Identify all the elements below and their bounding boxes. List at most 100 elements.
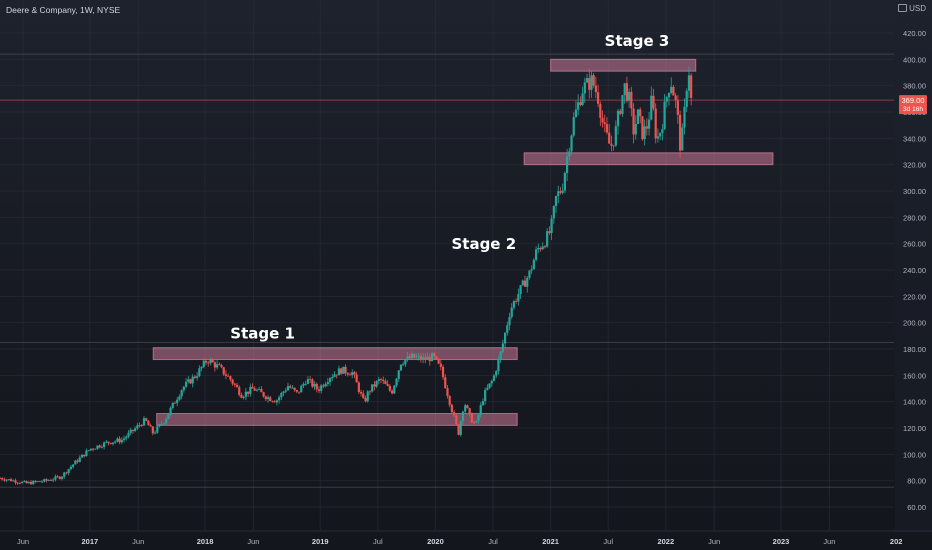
candle-up (111, 442, 115, 446)
candle-down (428, 353, 431, 366)
candle-down (603, 114, 606, 133)
candle-body (322, 385, 325, 387)
candle-body (309, 379, 312, 381)
candle-body (661, 129, 664, 134)
candle-up (503, 331, 507, 348)
y-tick-label: 200.00 (903, 319, 926, 328)
candle-body (424, 357, 427, 360)
candle-down (592, 72, 595, 88)
candle-up (461, 410, 465, 425)
candle-body (72, 464, 75, 467)
candle-up (681, 123, 684, 151)
candle-up (122, 435, 126, 443)
currency-label[interactable]: USD (898, 4, 926, 13)
candle-up (178, 394, 181, 401)
candle-up (52, 478, 55, 483)
candle-up (683, 98, 686, 135)
symbol-title[interactable]: Deere & Company, 1W, NYSE (6, 5, 121, 15)
y-tick-label: 140.00 (903, 398, 926, 407)
candle-body (284, 390, 287, 392)
candle-up (508, 312, 511, 331)
candle-body (359, 392, 363, 394)
candle-body (579, 102, 582, 105)
price-axis[interactable]: 420.00400.00380.00360.00340.00320.00300.… (895, 0, 932, 532)
candle-down (315, 382, 318, 393)
candle-up (333, 371, 336, 378)
candle-body (497, 359, 500, 372)
candle-up (156, 424, 159, 434)
candle-body (667, 92, 671, 98)
candle-body (273, 401, 276, 403)
candle-body (306, 379, 310, 384)
candle-body (29, 482, 33, 485)
candle-up (337, 365, 341, 376)
candle-body (58, 476, 61, 479)
candle-body (67, 469, 70, 474)
candle-up (54, 474, 57, 482)
candle-up (499, 350, 502, 364)
candle-body (191, 376, 194, 384)
candle-up (528, 270, 531, 280)
candle-body (207, 362, 210, 364)
candle-down (269, 395, 272, 402)
candle-body (47, 480, 50, 481)
candle-up (342, 366, 345, 374)
candle-down (289, 384, 292, 389)
stage-1-resistance-zone (152, 347, 518, 361)
candle-body (448, 395, 451, 405)
time-axis[interactable]: Jun 2017 Jun 2018 Jun 2019 Jul 2020 Jul 2021 Jul 20… (0, 530, 932, 546)
candle-up (184, 378, 188, 389)
candle-up (464, 403, 467, 414)
candle-down (49, 478, 53, 481)
candle-body (477, 414, 480, 421)
candle-body (479, 405, 482, 415)
candle-down (386, 380, 389, 387)
candle-body (481, 401, 485, 406)
candle-up (687, 66, 691, 99)
candle-body (138, 425, 141, 427)
candle-body (377, 379, 380, 382)
candle-down (439, 360, 442, 371)
candle-down (523, 275, 527, 287)
candle-body (402, 364, 405, 366)
candle-down (597, 84, 600, 108)
candle-body (619, 110, 622, 114)
candle-up (614, 120, 617, 148)
candle-body (559, 191, 562, 193)
candle-up (275, 399, 279, 406)
candle-up (36, 480, 39, 483)
candle-body (346, 373, 349, 375)
candle-down (579, 96, 582, 107)
candle-down (235, 382, 239, 388)
candle-down (211, 358, 214, 363)
candle-body (585, 78, 589, 83)
candle-down (433, 352, 436, 360)
candle-body (213, 362, 216, 368)
candle-up (191, 374, 194, 388)
candle-up (291, 385, 294, 389)
candle-body (388, 385, 391, 391)
candle-down (472, 420, 476, 424)
candle-down (348, 372, 352, 376)
candle-up (94, 448, 97, 450)
candle-body (328, 378, 332, 383)
candle-up (628, 88, 631, 108)
y-tick-label: 180.00 (903, 345, 926, 354)
candle-body (625, 83, 629, 101)
candle-up (47, 479, 50, 482)
candle-up (280, 391, 283, 401)
candle-body (76, 460, 79, 462)
candle-body (74, 460, 77, 465)
candle-body (430, 353, 434, 362)
candle-down (238, 385, 241, 397)
candle-body (628, 91, 631, 101)
candle-body (472, 422, 476, 424)
candle-body (541, 246, 544, 250)
candle-body (202, 360, 205, 367)
candle-down (271, 400, 274, 403)
candle-down (652, 88, 655, 111)
candle-up (180, 389, 183, 400)
candle-down (45, 478, 48, 483)
